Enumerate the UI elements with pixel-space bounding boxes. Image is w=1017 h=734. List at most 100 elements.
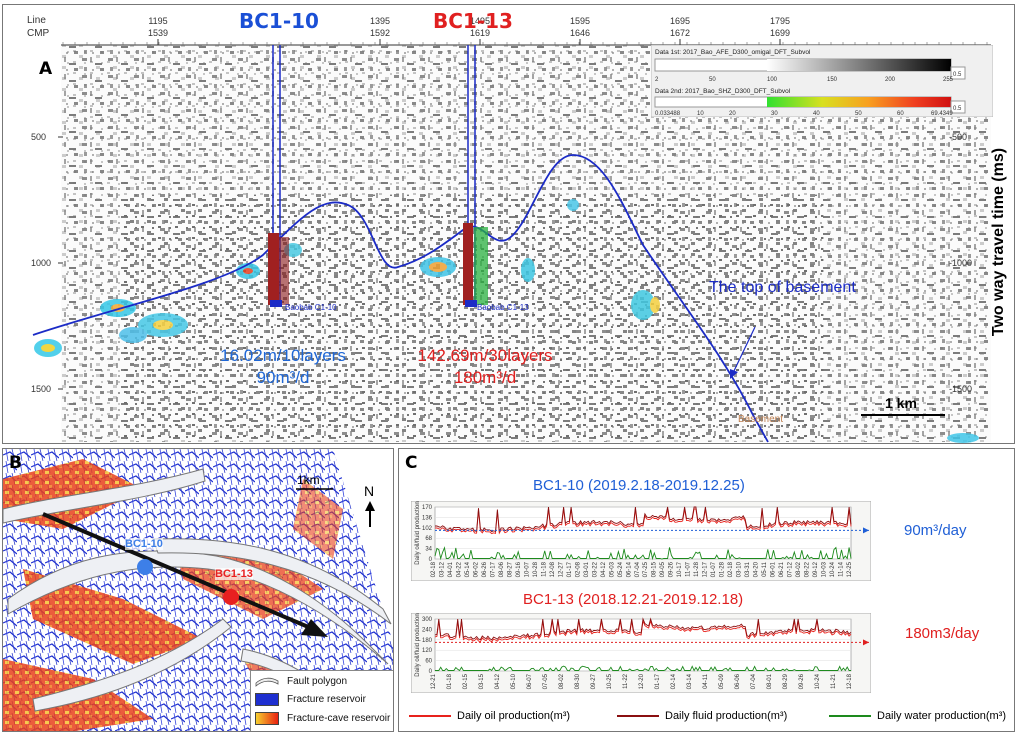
colorbar-2-tick: 30 [771, 111, 778, 117]
chart-xtick: 02-18 [728, 561, 734, 577]
chart-xtick: 08-01 [767, 673, 773, 689]
chart-ytick: 180 [422, 638, 433, 644]
chart-xtick: 10-28 [533, 561, 539, 577]
chart-xtick: 10-03 [822, 561, 828, 577]
chart-xtick: 03-22 [592, 561, 598, 577]
colorbar-1-tick: 100 [767, 77, 778, 83]
chart-xtick: 03-12 [439, 561, 445, 577]
colorbar-2-side: 0.5 [953, 106, 962, 112]
chart-ytick: 0 [429, 669, 433, 675]
legend-fracture-cave: Fracture-cave reservoir [255, 712, 390, 725]
chart-xtick: 07-17 [490, 561, 496, 577]
chart-xtick: 08-02 [559, 673, 565, 689]
well-bc1-13-marker [223, 589, 239, 605]
chart-xtick: 04-11 [703, 673, 709, 689]
line-tick-label: 1495 [470, 16, 490, 26]
chart-xtick: 02-14 [671, 673, 677, 689]
chart-xtick: 05-24 [618, 561, 624, 577]
legend-fluid-line [617, 715, 659, 717]
colorbar-1-tick: 50 [709, 77, 716, 83]
chart-xtick: 07-25 [643, 561, 649, 577]
well-bc1-13-tag: Baobab C1-13 [477, 303, 529, 312]
panel-b: B 1km N BC1-10 BC1-13 Fault polygon Frac… [2, 448, 394, 732]
chart-ytick: 60 [425, 659, 432, 665]
chart-xtick: 06-06 [735, 673, 741, 689]
legend-fracture-reservoir: Fracture reservoir [255, 693, 366, 706]
well-bc1-13-title: BC1-13 [433, 9, 513, 33]
scale-label: 1 km [885, 395, 917, 411]
time-tick-right: -1000 [949, 258, 972, 268]
chart-xtick: 07-12 [788, 561, 794, 577]
chart-xtick: 04-01 [448, 561, 454, 577]
map-well-bc1-10-label: BC1-10 [125, 538, 163, 550]
legend-oil-label: Daily oil production(m³) [457, 710, 571, 722]
panel-b-label: B [9, 453, 22, 473]
chart-1-title: BC1-10 (2019.2.18-2019.12.25) [533, 477, 745, 494]
chart-xtick: 05-03 [609, 561, 615, 577]
chart-xtick: 09-26 [669, 561, 675, 577]
time-tick-right: -1500 [949, 384, 972, 394]
time-tick-left: 500 [31, 132, 46, 142]
time-tick-left: 1500 [31, 384, 51, 394]
chart-xtick: 10-24 [815, 673, 821, 689]
chart-xtick: 03-14 [687, 673, 693, 689]
chart-xtick: 12-17 [703, 561, 709, 577]
chart-xtick: 08-29 [783, 673, 789, 689]
chart-xtick: 04-12 [601, 561, 607, 577]
cmp-tick-label: 1539 [148, 28, 168, 38]
colorbar-2-tick: 50 [855, 111, 862, 117]
chart-bc1-13: Daily oil/fluid production 300 240 180 120 60… [411, 613, 871, 693]
chart-xtick: 11-14 [839, 561, 845, 577]
chart-xtick: 10-24 [830, 561, 836, 577]
chart-xtick: 05-10 [511, 673, 517, 689]
panel-c: C BC1-10 (2019.2.18-2019.12.25) BC1-13 (… [398, 448, 1015, 732]
colorbar-2-tick: 20 [729, 111, 736, 117]
colorbar-2-tick: 60 [897, 111, 904, 117]
chart-xtick: 08-15 [652, 561, 658, 577]
cmp-tick-label: 1699 [770, 28, 790, 38]
chart-xtick: 07-04 [751, 673, 757, 689]
chart-xtick: 02-18 [431, 561, 437, 577]
chart-ytick: 68 [425, 536, 432, 542]
chart-ytick: 240 [422, 627, 433, 633]
chart-xtick: 08-27 [507, 561, 513, 577]
chart-xtick: 10-17 [677, 561, 683, 577]
well-bc1-13-production: 142.69m/30layers 180m³/d [405, 345, 565, 389]
chart-xtick: 05-14 [465, 561, 471, 577]
well-bc1-10-rate: 90m³/d [256, 368, 310, 387]
chart-xtick: 02-15 [463, 673, 469, 689]
time-tick-left: 1000 [31, 258, 51, 268]
fracture-swatch [255, 693, 279, 706]
chart-xtick: 12-20 [639, 673, 645, 689]
map-scale-label: 1km [297, 473, 320, 487]
cmp-axis-label: CMP [27, 28, 50, 39]
well-bc1-10-track [268, 45, 289, 307]
fracture-map [3, 449, 393, 731]
north-label: N [364, 483, 375, 499]
chart-xtick: 07-05 [543, 673, 549, 689]
colorbar-legend: Data 1st: 2017_Bao_AFE_D300_omigal_DFT_S… [651, 45, 993, 117]
legend-cave-label: Fracture-cave reservoir [287, 713, 391, 724]
chart-xtick: 01-07 [711, 561, 717, 577]
chart-ytick: 170 [422, 505, 433, 511]
chart-xtick: 09-27 [591, 673, 597, 689]
cmp-tick-label: 1672 [670, 28, 690, 38]
legend-fault-polygon: Fault polygon [255, 675, 347, 687]
chart-ytick: 34 [425, 547, 432, 553]
well-bc1-13-thickness: 142.69m/30layers [417, 346, 553, 365]
fault-polygon-swatch [255, 677, 279, 687]
colorbar-1-title: Data 1st: 2017_Bao_AFE_D300_omigal_DFT_S… [655, 49, 811, 56]
chart-xtick: 06-01 [771, 561, 777, 577]
map-well-bc1-13-label: BC1-13 [215, 568, 253, 580]
chart-xtick: 11-21 [831, 673, 837, 689]
chart-xtick: 12-25 [847, 561, 853, 577]
colorbar-1-tick: 150 [827, 77, 838, 83]
cmp-tick-label: 1592 [370, 28, 390, 38]
top-axis-ticks: 1195 1539 1395 1592 1495 1619 1595 1646 1695 1672… [62, 16, 988, 45]
chart-xtick: 03-10 [737, 561, 743, 577]
panel-a-label: A [39, 59, 53, 79]
legend-fluid-label: Daily fluid production(m³) [665, 710, 788, 722]
cmp-tick-label: 1619 [470, 28, 490, 38]
chart-xtick: 03-15 [479, 673, 485, 689]
fluid-series [434, 617, 852, 641]
